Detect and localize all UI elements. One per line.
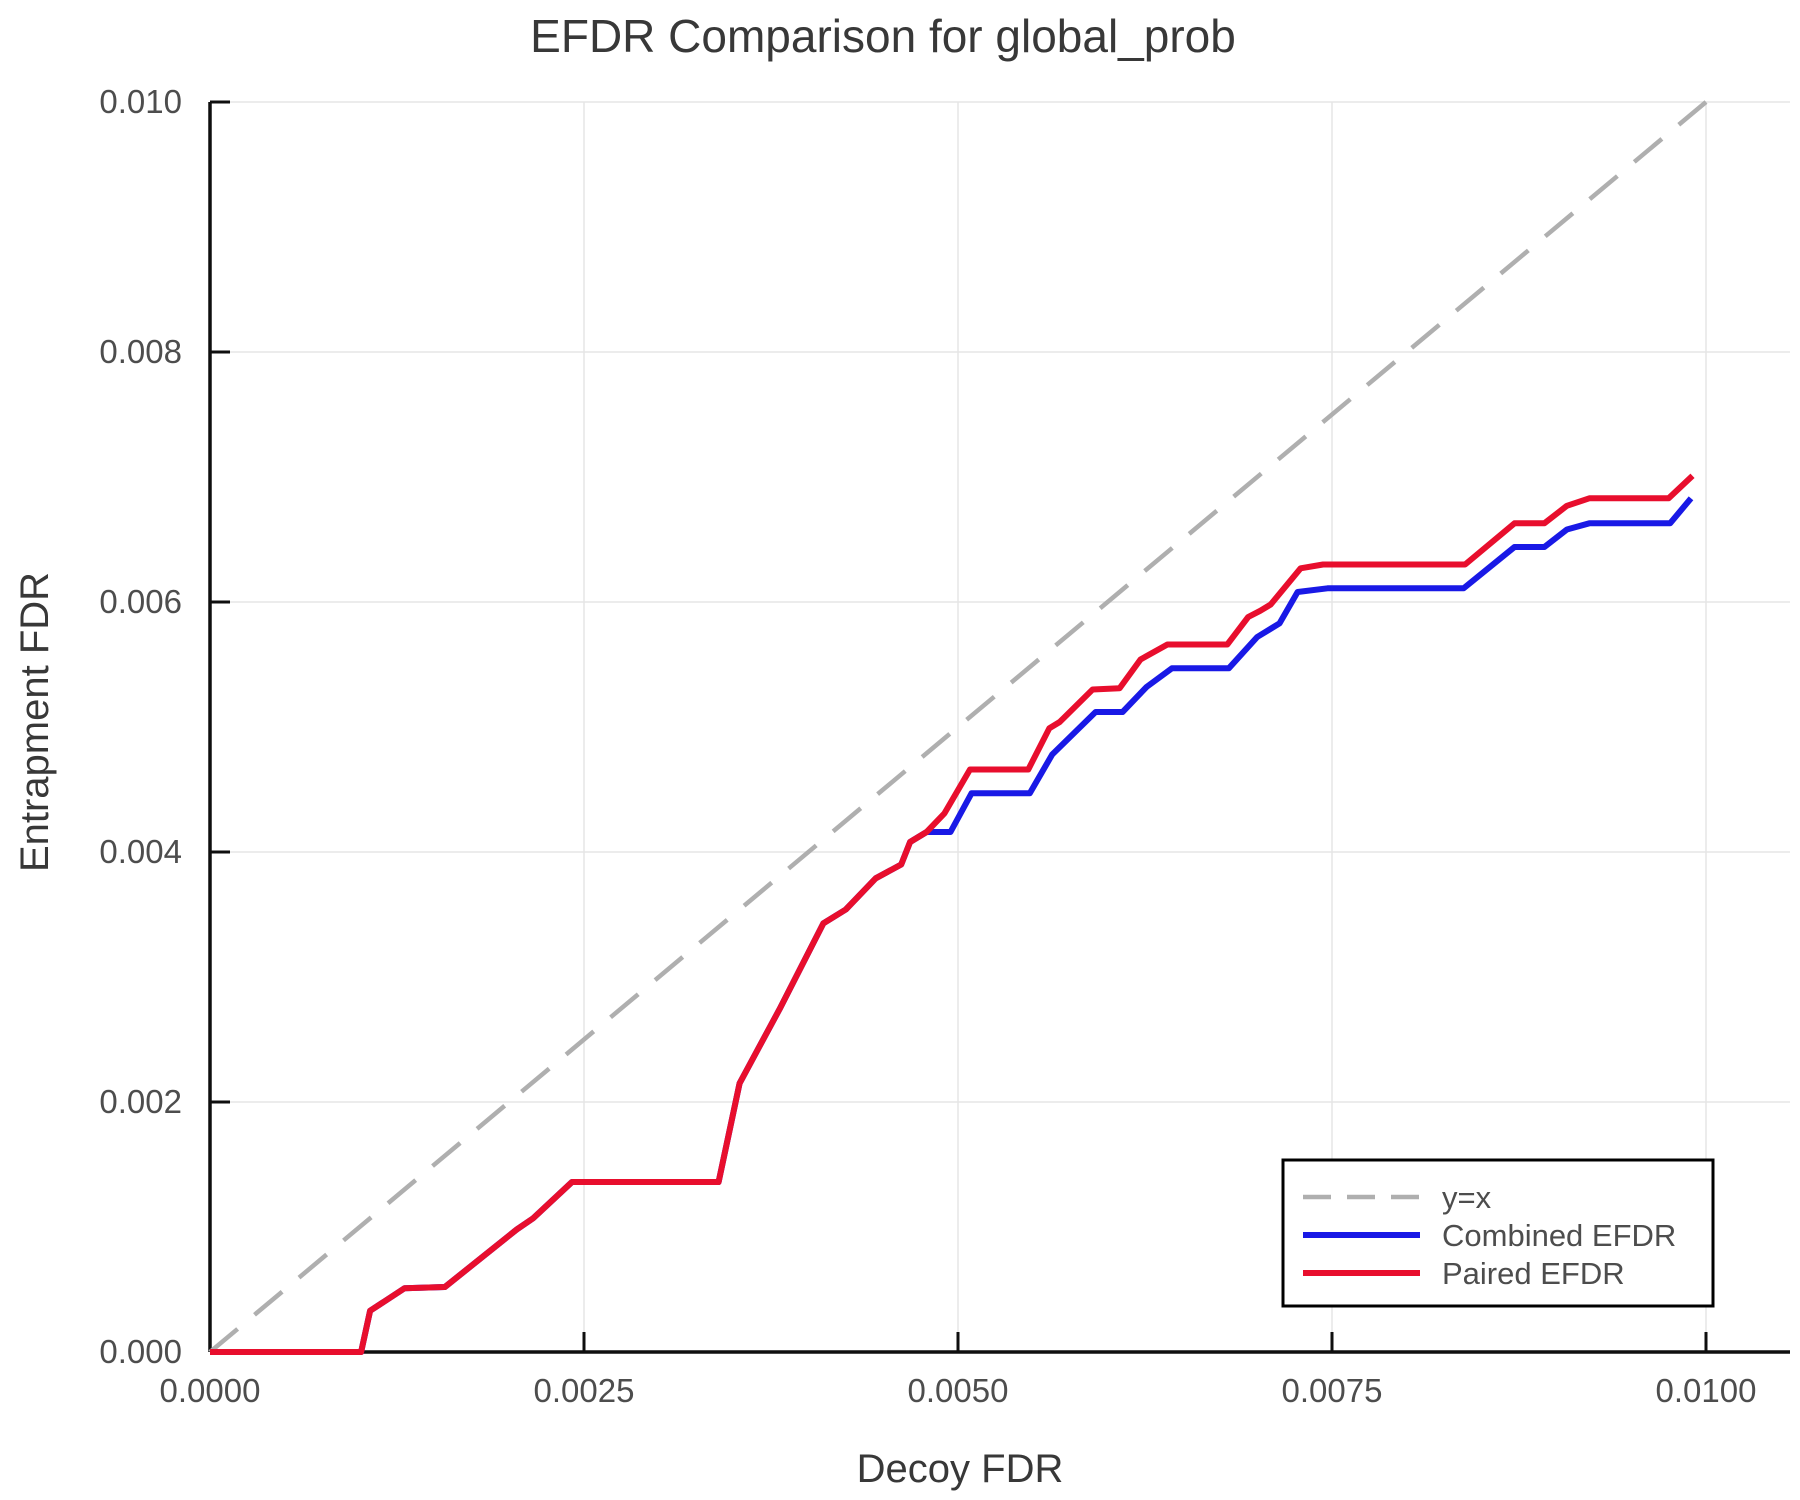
x-axis-label: Decoy FDR	[857, 1447, 1064, 1491]
x-tick-label: 0.0075	[1282, 1372, 1383, 1409]
legend-entry: y=x	[1303, 1180, 1492, 1215]
legend-entry: Paired EFDR	[1303, 1256, 1625, 1291]
y-tick-label: 0.000	[99, 1333, 182, 1370]
y-tick-label: 0.008	[99, 333, 182, 370]
x-tick-label: 0.0025	[534, 1372, 635, 1409]
y-tick-label: 0.002	[99, 1083, 182, 1120]
y-x-line	[208, 100, 1708, 1354]
y-axis-label: Entrapment FDR	[13, 572, 57, 872]
x-tick-label: 0.0000	[160, 1372, 261, 1409]
y-tick-label: 0.010	[99, 83, 182, 120]
y-tick-label: 0.004	[99, 833, 182, 870]
chart-title: EFDR Comparison for global_prob	[530, 10, 1236, 62]
legend-entry: Combined EFDR	[1303, 1218, 1676, 1253]
y-tick-label: 0.006	[99, 583, 182, 620]
x-tick-label: 0.0050	[908, 1372, 1009, 1409]
series-lines	[208, 100, 1708, 1355]
paired-efdr-line	[210, 473, 1695, 1355]
tick-labels: 0.0000 0.0025 0.0050 0.0075 0.0100 0.000 0.002…	[99, 83, 1756, 1409]
axes-spines	[208, 102, 1790, 1354]
legend-entry-label: Combined EFDR	[1442, 1218, 1676, 1253]
legend-entry-label: Paired EFDR	[1442, 1256, 1625, 1291]
x-tick-label: 0.0100	[1656, 1372, 1757, 1409]
legend-entry-label: y=x	[1442, 1180, 1492, 1215]
